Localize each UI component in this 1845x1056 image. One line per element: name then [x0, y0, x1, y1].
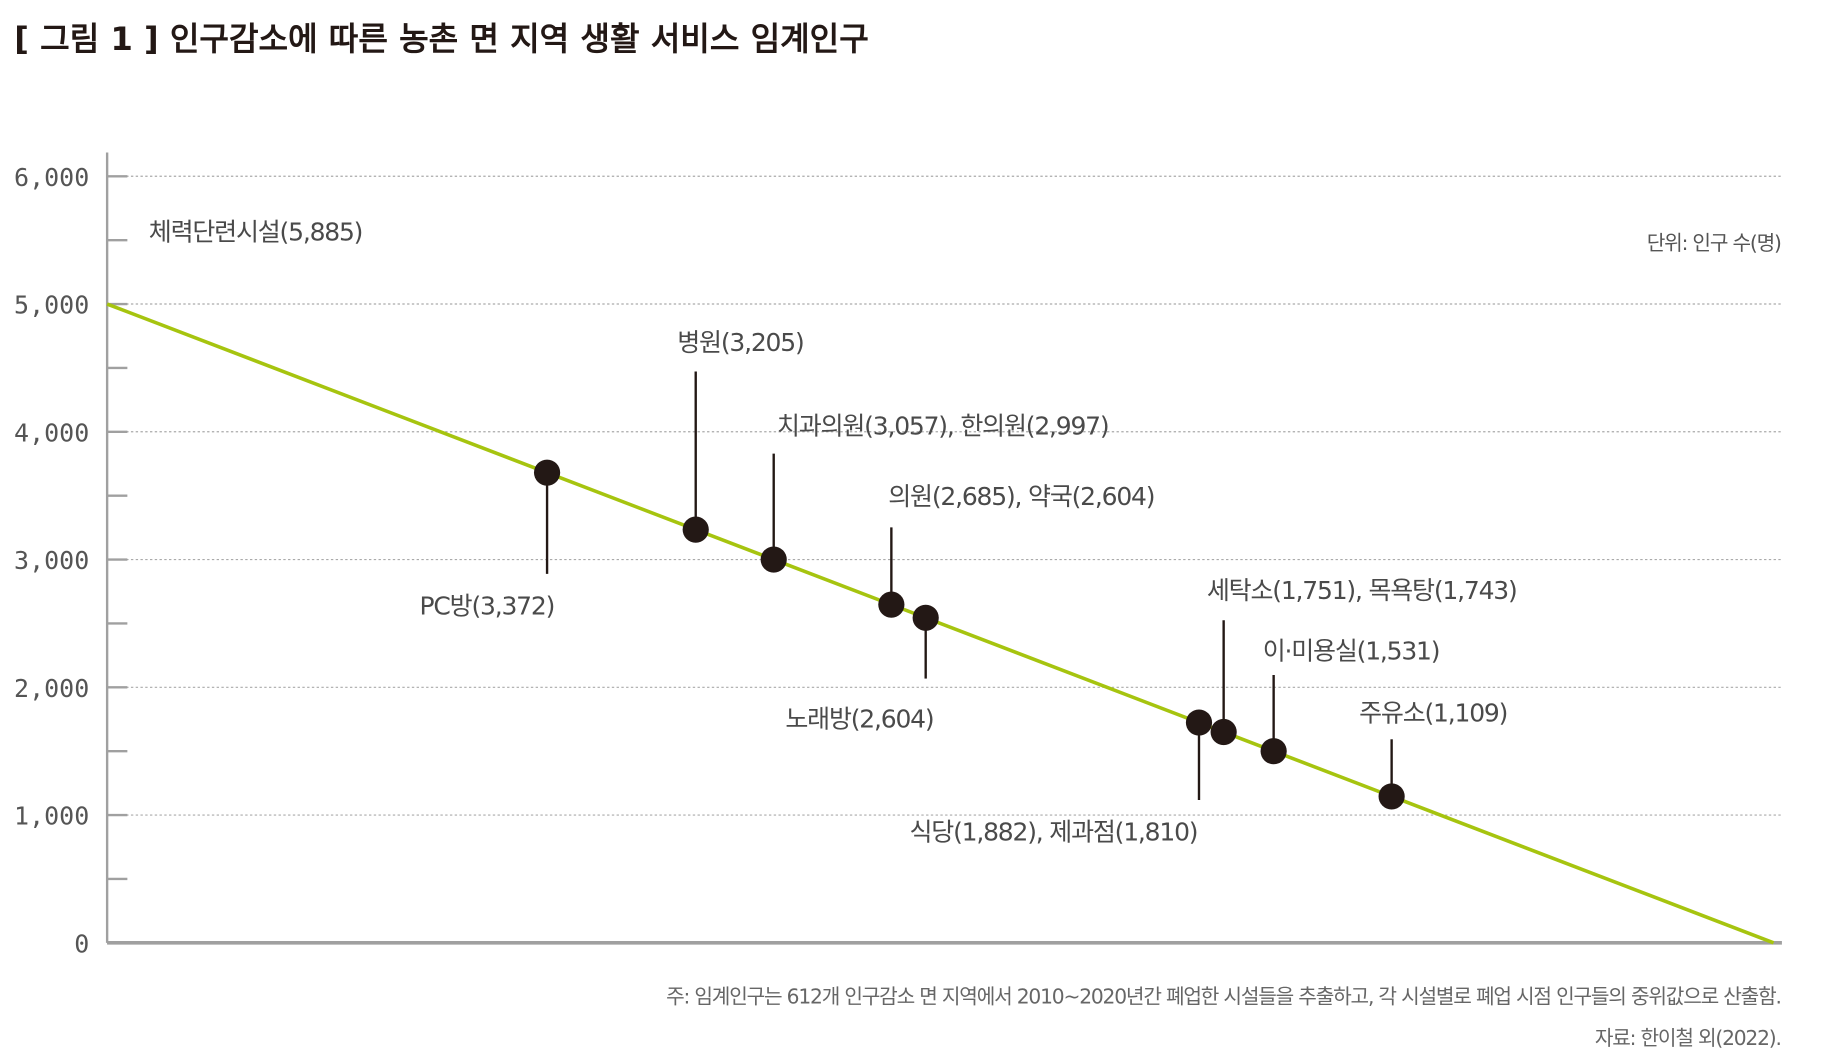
data-point — [1185, 709, 1213, 736]
data-label: 노래방(2,604) — [785, 704, 933, 733]
y-tick-label: 2,000 — [14, 674, 89, 703]
y-axis: 0 1,000 2,000 3,000 4,000 5,000 6,000 — [14, 152, 1782, 958]
data-label: 병원(3,205) — [677, 328, 803, 357]
footnote: 주: 임계인구는 612개 인구감소 면 지역에서 2010~2020년간 폐업… — [666, 985, 1781, 1009]
source-note: 자료: 한이철 외(2022). — [1595, 1026, 1781, 1050]
gridlines — [107, 175, 1782, 816]
data-label: PC방(3,372) — [420, 591, 555, 620]
data-point — [912, 604, 939, 631]
data-point — [533, 459, 561, 486]
data-label: 이·미용실(1,531) — [1263, 637, 1440, 666]
unit-label: 단위: 인구 수(명) — [1647, 231, 1781, 255]
y-tick-label: 4,000 — [14, 418, 89, 447]
figure-title: [ 그림 1 ] 인구감소에 따른 농촌 면 지역 생활 서비스 임계인구 — [14, 20, 869, 58]
data-label: 주유소(1,109) — [1359, 698, 1507, 727]
data-point — [682, 516, 709, 543]
y-tick-label: 1,000 — [14, 802, 89, 831]
y-tick-label: 6,000 — [14, 163, 89, 192]
top-label: 체력단련시설(5,885) — [149, 218, 362, 247]
data-label: 세탁소(1,751), 목욕탕(1,743) — [1207, 576, 1517, 605]
trend-line — [106, 302, 1775, 945]
data-point — [1260, 738, 1287, 765]
data-label: 의원(2,685), 약국(2,604) — [888, 482, 1154, 511]
data-label: 식당(1,882), 제과점(1,810) — [910, 817, 1198, 846]
data-label: 치과의원(3,057), 한의원(2,997) — [777, 412, 1108, 441]
marks: PC방(3,372) 병원(3,205) 치과의원(3,057), 한의원(2,99… — [106, 302, 1775, 945]
data-point — [1210, 718, 1237, 746]
y-tick-label: 5,000 — [14, 291, 89, 320]
data-point — [1378, 783, 1405, 810]
y-tick-label: 0 — [74, 929, 89, 958]
data-point — [878, 591, 905, 618]
data-point — [760, 546, 787, 573]
y-tick-label: 3,000 — [14, 546, 89, 575]
